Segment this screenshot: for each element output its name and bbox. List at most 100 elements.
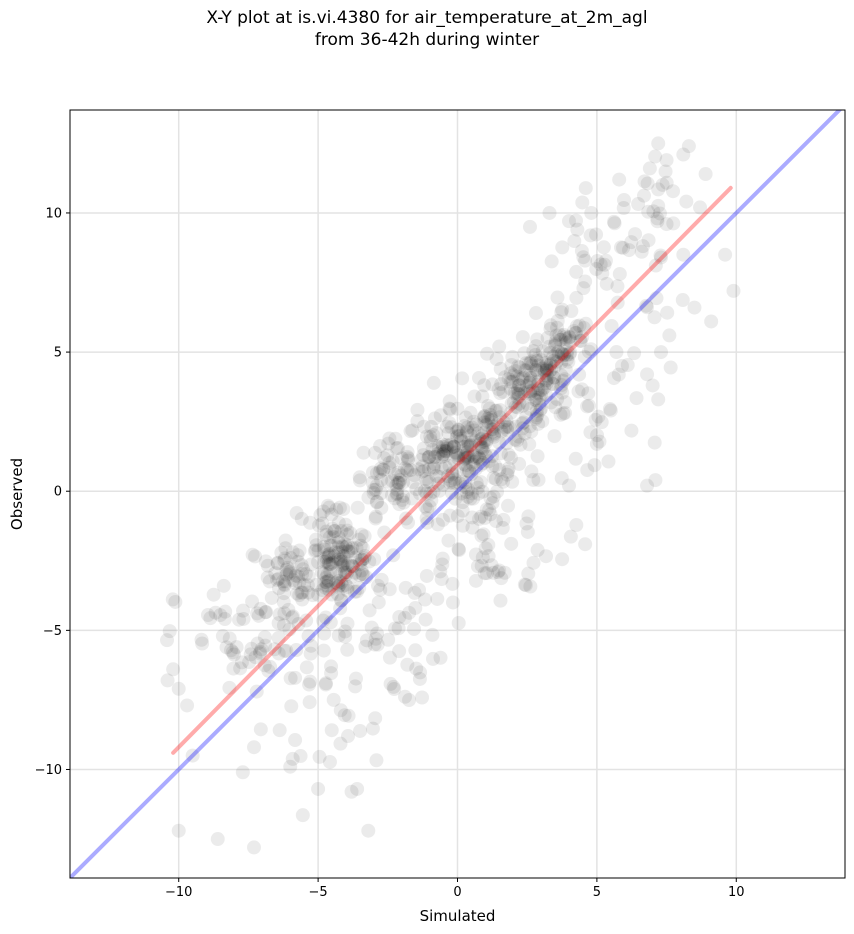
scatter-point <box>517 363 532 378</box>
scatter-point <box>353 553 368 568</box>
scatter-point <box>437 448 452 463</box>
scatter-point <box>512 456 527 471</box>
scatter-point <box>401 453 416 468</box>
scatter-point <box>382 460 397 475</box>
scatter-point <box>468 417 483 432</box>
scatter-point <box>335 539 350 554</box>
scatter-point <box>361 823 376 838</box>
scatter-point <box>413 486 428 501</box>
scatter-point <box>458 479 473 494</box>
scatter-point <box>622 243 637 258</box>
scatter-point <box>309 577 324 592</box>
scatter-point <box>333 554 348 569</box>
scatter-point <box>477 409 492 424</box>
scatter-point <box>592 434 607 449</box>
scatter-point <box>620 358 635 373</box>
scatter-point <box>373 582 388 597</box>
scatter-point <box>494 424 509 439</box>
scatter-point <box>666 216 681 231</box>
scatter-point <box>258 605 273 620</box>
scatter-point <box>400 657 415 672</box>
scatter-point <box>529 403 544 418</box>
scatter-point <box>445 465 460 480</box>
scatter-point <box>606 371 621 386</box>
scatter-point <box>530 449 545 464</box>
scatter-point <box>531 374 546 389</box>
x-axis-label: Simulated <box>420 907 496 925</box>
scatter-point <box>485 377 500 392</box>
scatter-point <box>399 462 414 477</box>
scatter-point <box>522 375 537 390</box>
scatter-point <box>475 389 490 404</box>
scatter-point <box>333 553 348 568</box>
scatter-point <box>485 422 500 437</box>
scatter-point <box>519 410 534 425</box>
scatter-point <box>440 469 455 484</box>
scatter-point <box>479 417 494 432</box>
scatter-point <box>206 587 221 602</box>
scatter-point <box>517 386 532 401</box>
scatter-point <box>392 497 407 512</box>
scatter-point <box>545 376 560 391</box>
scatter-point <box>474 439 489 454</box>
scatter-point <box>577 349 592 364</box>
scatter-point <box>501 461 516 476</box>
scatter-point <box>435 551 450 566</box>
scatter-point <box>459 484 474 499</box>
scatter-point <box>338 517 353 532</box>
scatter-point <box>563 334 578 349</box>
scatter-point <box>547 359 562 374</box>
scatter-point <box>321 574 336 589</box>
scatter-point <box>434 444 449 459</box>
scatter-point <box>333 552 348 567</box>
scatter-point <box>530 385 545 400</box>
scatter-point <box>658 164 673 179</box>
scatter-point <box>368 509 383 524</box>
scatter-point <box>168 594 183 609</box>
scatter-point <box>433 408 448 423</box>
scatter-point <box>380 448 395 463</box>
scatter-point <box>325 555 340 570</box>
scatter-point <box>320 578 335 593</box>
scatter-point <box>578 316 593 331</box>
scatter-point <box>431 476 446 491</box>
scatter-point <box>519 363 534 378</box>
x-axis-ticks: −10 −5 0 5 10 <box>165 878 745 900</box>
scatter-point <box>563 345 578 360</box>
scatter-point <box>588 412 603 427</box>
scatter-point <box>573 333 588 348</box>
scatter-point <box>607 216 622 231</box>
scatter-point <box>467 454 482 469</box>
scatter-point <box>530 365 545 380</box>
scatter-point <box>317 539 332 554</box>
scatter-point <box>647 310 662 325</box>
scatter-point <box>609 345 624 360</box>
y-axis-label: Observed <box>8 458 26 530</box>
scatter-point <box>282 622 297 637</box>
scatter-point <box>481 454 496 469</box>
scatter-point <box>486 565 501 580</box>
scatter-point <box>331 552 346 567</box>
scatter-point <box>558 330 573 345</box>
scatter-point <box>323 538 338 553</box>
scatter-point <box>442 475 457 490</box>
scatter-point <box>308 532 323 547</box>
scatter-point <box>548 400 563 415</box>
scatter-point <box>389 478 404 493</box>
scatter-point <box>294 511 309 526</box>
scatter-point <box>439 441 454 456</box>
scatter-point <box>616 240 631 255</box>
x-tick-label: 10 <box>728 885 745 900</box>
scatter-point <box>313 508 328 523</box>
scatter-point <box>436 447 451 462</box>
scatter-point <box>466 491 481 506</box>
scatter-point <box>333 601 348 616</box>
scatter-point <box>562 478 577 493</box>
scatter-point <box>419 568 434 583</box>
scatter-point <box>274 545 289 560</box>
scatter-point <box>492 563 507 578</box>
scatter-point <box>538 374 553 389</box>
scatter-point <box>474 509 489 524</box>
scatter-point <box>513 437 528 452</box>
scatter-point <box>525 383 540 398</box>
